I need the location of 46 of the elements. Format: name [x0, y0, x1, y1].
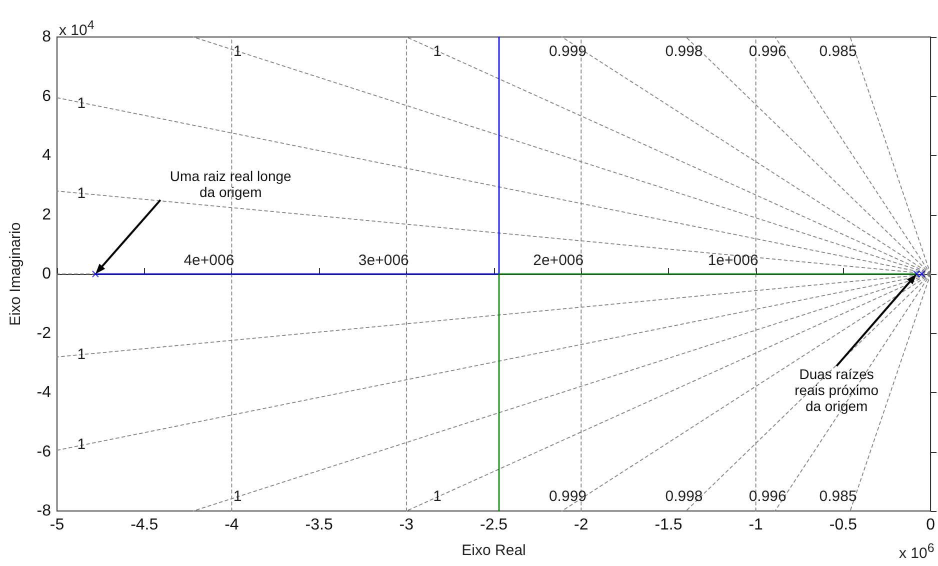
x-tick-label: -2 [574, 516, 588, 534]
x-tick-label: -1.5 [654, 516, 682, 534]
y-tick-label: 8 [42, 28, 52, 46]
annotation: 1 [433, 488, 442, 505]
annotation: 0.999 [548, 488, 587, 505]
x-axis-title: Eixo Real [462, 542, 526, 559]
annotation: 0.998 [665, 43, 703, 61]
annotation: 1 [233, 488, 242, 505]
y-tick-label: -6 [36, 443, 52, 460]
annotation: 1 [77, 185, 86, 202]
x-tick-label: -4 [224, 516, 239, 534]
x-tick-label: -3.5 [305, 516, 333, 534]
x-tick-label: -0.5 [829, 516, 858, 534]
y-axis-title: Eixo Imaginario [7, 222, 24, 326]
annotation: 1 [433, 43, 442, 61]
annotation: 1 [77, 346, 86, 364]
y-tick-label: 2 [42, 206, 52, 224]
x-tick-label: 0 [926, 516, 936, 534]
annotation: 0.996 [748, 488, 786, 505]
y-tick-label: -2 [36, 324, 52, 342]
annotation: 0.998 [665, 488, 703, 505]
annotation: Uma raiz real longe da origem [170, 168, 292, 200]
annotation: 0.996 [748, 43, 786, 61]
x-tick-label: -5 [50, 516, 64, 534]
annotation: 1 [233, 43, 242, 61]
y-tick-label: 4 [42, 147, 52, 164]
x-tick-label: -2.5 [480, 516, 508, 534]
x-tick-label: -1 [748, 516, 764, 534]
annotation: 4e+006 [184, 252, 234, 270]
annotation: Duas raízes reais próximo da origem [794, 366, 879, 414]
y-tick-label: 0 [42, 266, 52, 282]
annotation: 1 [77, 94, 86, 112]
x-tick-label: -4.5 [130, 516, 158, 534]
annotation: x 10$^{4}$ [59, 18, 94, 40]
annotation: 0.985 [819, 43, 857, 61]
annotation: 0.985 [819, 488, 857, 505]
text: x 10$^{6}$ [899, 541, 934, 562]
y-tick-label: -8 [36, 502, 52, 520]
x-tick-label: -3 [399, 516, 414, 534]
annotation: 1 [77, 436, 86, 454]
annotation: 2e+006 [533, 252, 584, 270]
y-tick-label: -4 [36, 384, 52, 401]
y-tick-label: 6 [42, 88, 52, 105]
annotation: 3e+006 [358, 252, 409, 270]
annotation: 0.999 [548, 43, 587, 61]
annotation: 1e+006 [708, 252, 758, 270]
